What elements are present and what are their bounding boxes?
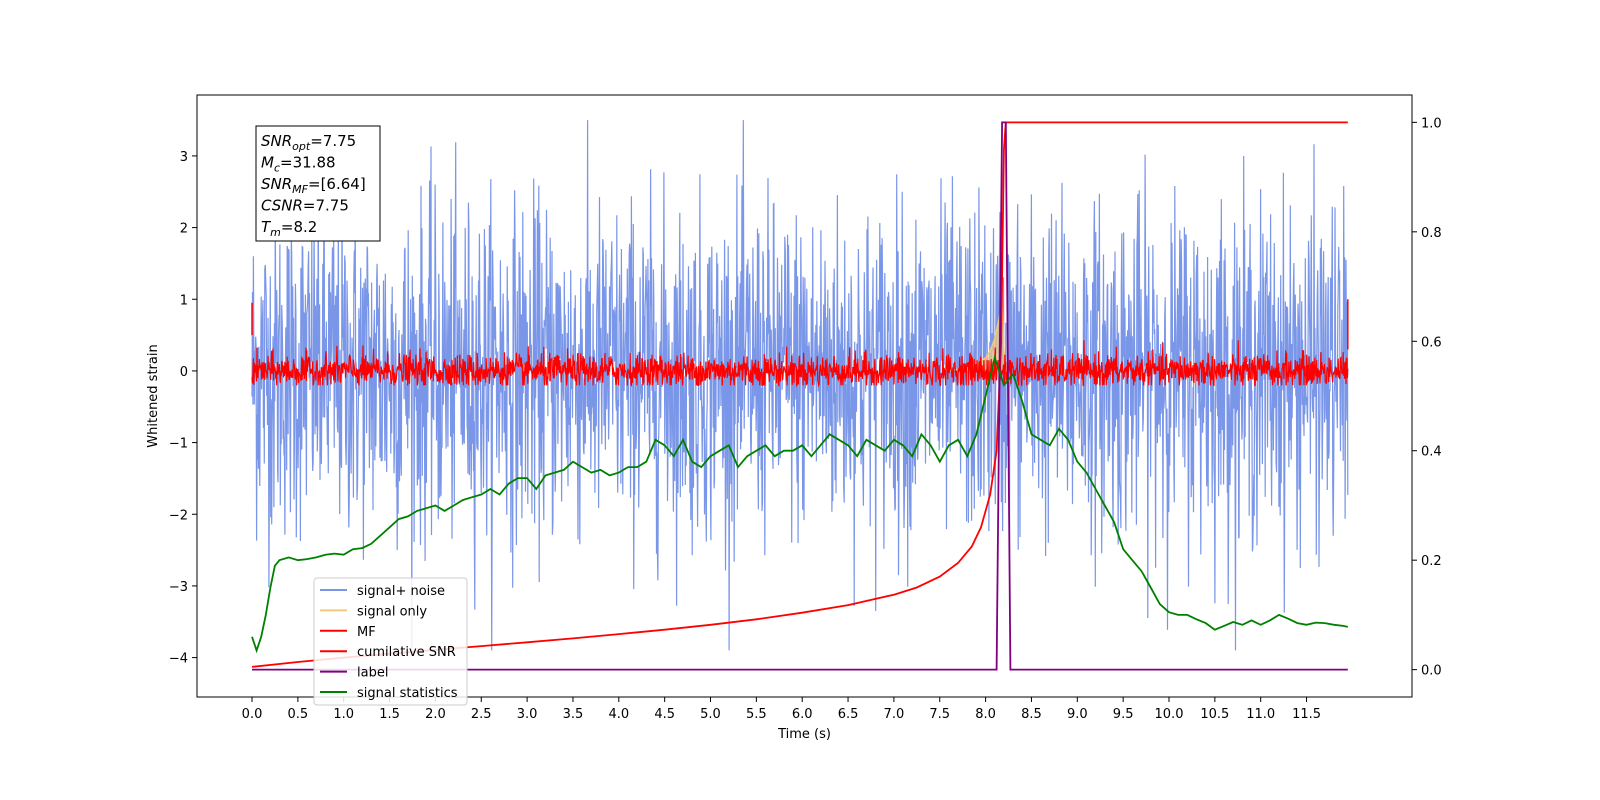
legend-item[interactable]: signal statistics — [320, 686, 458, 701]
legend-label: MF — [357, 625, 376, 640]
x-tick-label: 2.5 — [471, 707, 492, 722]
series-signal-statistics — [251, 354, 1348, 654]
x-tick-label: 8.0 — [975, 707, 996, 722]
x-tick-label: 5.0 — [700, 707, 721, 722]
info-symbol: SNR — [261, 132, 292, 150]
x-tick-label: 0.5 — [288, 707, 309, 722]
x-tick-label: 3.5 — [563, 707, 584, 722]
x-axis-label: Time (s) — [777, 727, 831, 742]
y2-tick-label: 0.0 — [1421, 664, 1442, 679]
info-value: =8.2 — [281, 218, 317, 236]
y-tick-label: 1 — [180, 293, 188, 308]
info-subscript: m — [270, 226, 281, 239]
x-tick-label: 9.0 — [1067, 707, 1088, 722]
series-mf — [251, 340, 1349, 388]
legend-frame — [313, 577, 468, 706]
legend-item[interactable]: label — [320, 666, 388, 681]
info-value: =[6.64] — [308, 175, 366, 193]
info-box: SNRopt=7.75Mc=31.88SNRMF=[6.64]CSNR=7.75… — [255, 125, 381, 242]
legend[interactable]: signal+ noise signal only MF cumilative SNR… — [313, 577, 468, 706]
x-tick-label: 7.0 — [884, 707, 905, 722]
y-axis-label: Whitened strain — [146, 344, 161, 447]
info-symbol: CSNR — [261, 197, 303, 215]
info-symbol: SNR — [261, 175, 292, 193]
info-subscript: opt — [292, 140, 311, 153]
x-tick-label: 10.0 — [1155, 707, 1184, 722]
y-tick-label: −2 — [169, 508, 188, 523]
info-symbol: T — [261, 218, 272, 236]
info-value: =31.88 — [280, 154, 336, 172]
x-tick-label: 3.0 — [517, 707, 538, 722]
y-tick-label: 3 — [180, 150, 188, 165]
y-tick-label: −1 — [169, 437, 188, 452]
legend-label: signal only — [357, 604, 427, 619]
y-tick-label: −4 — [169, 652, 188, 667]
legend-item[interactable]: cumilative SNR — [320, 645, 456, 660]
x-tick-label: 4.0 — [608, 707, 629, 722]
info-subscript: c — [274, 162, 280, 175]
x-tick-label: 4.5 — [654, 707, 675, 722]
x-tick-label: 1.0 — [333, 707, 354, 722]
legend-label: signal+ noise — [357, 584, 445, 599]
y-tick-label: −3 — [169, 580, 188, 595]
x-tick-label: 9.5 — [1113, 707, 1134, 722]
x-tick-label: 7.5 — [929, 707, 950, 722]
y2-tick-label: 0.4 — [1421, 445, 1442, 460]
series-label — [252, 121, 1348, 671]
series-signal-noise — [251, 120, 1349, 651]
axes: 0.0 0.5 1.0 1.5 2.0 2.5 3.0 3.5 4.0 4.5 5.0 5.5 6.0 6… — [169, 94, 1442, 722]
info-line: SNRMF=[6.64] — [261, 175, 366, 196]
y2-tick-label: 0.6 — [1421, 335, 1442, 350]
legend-item[interactable]: MF — [320, 625, 376, 640]
x-tick-label: 8.5 — [1021, 707, 1042, 722]
legend-item[interactable]: signal+ noise — [320, 584, 445, 599]
x-tick-label: 5.5 — [746, 707, 767, 722]
info-symbol: M — [261, 154, 274, 172]
info-line: Mc=31.88 — [261, 154, 336, 175]
x-tick-label: 11.5 — [1292, 707, 1321, 722]
info-line: Tm=8.2 — [261, 218, 317, 239]
legend-label: label — [357, 666, 388, 681]
plot-frame — [196, 94, 1413, 698]
legend-label: signal statistics — [357, 686, 458, 701]
info-box-frame — [255, 125, 381, 242]
legend-item[interactable]: signal only — [320, 604, 427, 619]
info-value: =7.75 — [310, 132, 356, 150]
y-tick-label: 0 — [180, 365, 188, 380]
x-tick-label: 0.0 — [242, 707, 263, 722]
y2-tick-label: 0.8 — [1421, 226, 1442, 241]
y2-tick-label: 1.0 — [1421, 116, 1442, 131]
x-tick-label: 2.0 — [425, 707, 446, 722]
x-tick-label: 1.5 — [379, 707, 400, 722]
x-tick-label: 10.5 — [1200, 707, 1229, 722]
y2-tick-label: 0.2 — [1421, 554, 1442, 569]
info-value: =7.75 — [303, 197, 349, 215]
info-subscript: MF — [292, 183, 308, 196]
info-line: CSNR=7.75 — [261, 197, 349, 215]
x-tick-label: 6.5 — [838, 707, 859, 722]
y-tick-label: 2 — [180, 222, 188, 237]
x-tick-label: 11.0 — [1246, 707, 1275, 722]
x-tick-label: 6.0 — [792, 707, 813, 722]
info-line: SNRopt=7.75 — [261, 132, 356, 153]
legend-label: cumilative SNR — [357, 645, 456, 660]
